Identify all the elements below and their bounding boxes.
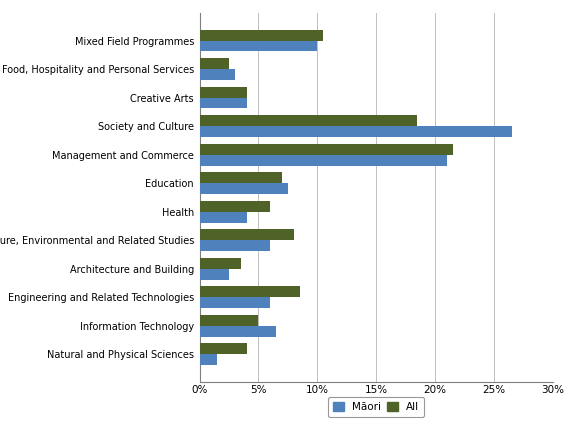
Bar <box>200 212 247 223</box>
Bar <box>200 30 323 41</box>
Bar <box>200 87 247 98</box>
Bar <box>200 258 241 269</box>
Bar <box>200 269 229 279</box>
Bar <box>200 126 512 137</box>
Bar <box>200 240 270 251</box>
Bar <box>200 297 270 308</box>
Bar <box>200 115 417 126</box>
Bar <box>200 183 288 194</box>
Legend: Māori, All: Māori, All <box>328 397 424 417</box>
Bar <box>200 326 276 337</box>
Bar <box>200 41 317 52</box>
Bar <box>200 98 247 108</box>
Bar <box>200 343 247 354</box>
Bar <box>200 155 447 165</box>
Bar <box>200 144 453 155</box>
Bar <box>200 172 282 183</box>
Bar <box>200 315 258 326</box>
Bar <box>200 230 294 240</box>
Bar <box>200 286 300 297</box>
Bar <box>200 69 235 80</box>
Bar <box>200 354 217 365</box>
Bar <box>200 201 270 212</box>
Bar <box>200 58 229 69</box>
